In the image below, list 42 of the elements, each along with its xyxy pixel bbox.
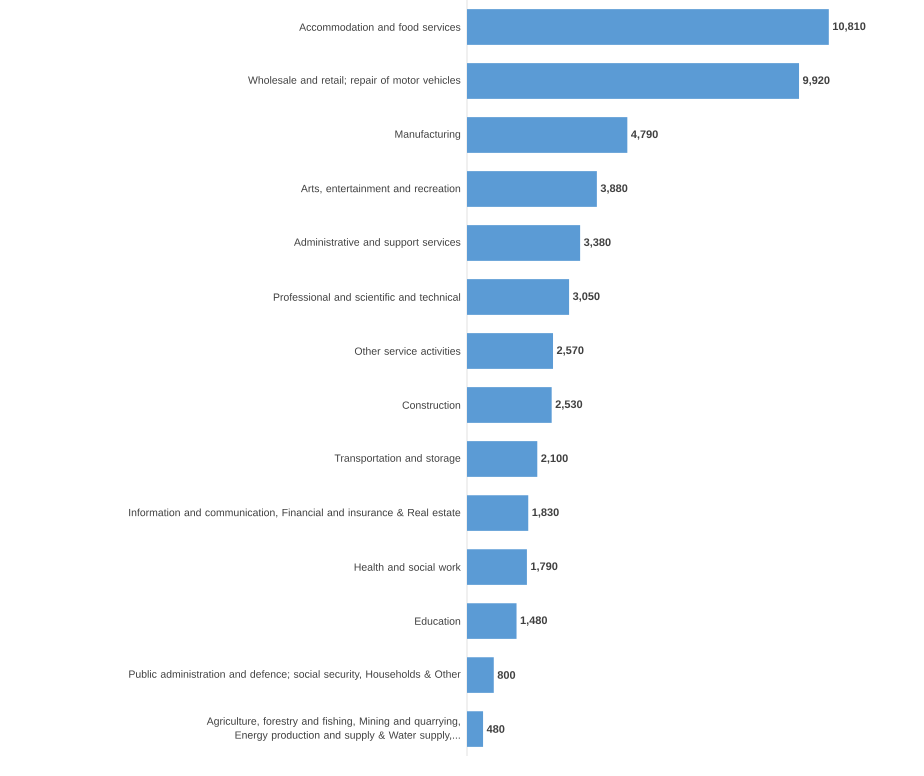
bar [467, 657, 494, 693]
data-label: 800 [498, 671, 516, 679]
bar [467, 63, 800, 99]
y-tick-label: Wholesale and retail; repair of motor vehicles [248, 76, 460, 86]
data-label: 3,380 [584, 238, 611, 248]
bar [467, 495, 528, 531]
data-label: 3,050 [572, 292, 600, 302]
bar [467, 171, 597, 207]
data-label: 2,100 [541, 454, 568, 464]
y-tick-label: Arts, entertainment and recreation [300, 184, 460, 194]
y-tick-label: Accommodation and food services [299, 23, 460, 31]
y-tick-label: Health and social work [354, 563, 461, 571]
y-tick-label: Education [415, 617, 460, 625]
data-label: 9,920 [802, 76, 830, 86]
data-label: 1,480 [520, 616, 548, 626]
y-tick-label: Information and communication, Financial and insurance & Real estate [129, 508, 460, 518]
data-label: 480 [486, 725, 504, 733]
data-label: 1,790 [531, 562, 558, 572]
bar [467, 279, 570, 315]
y-tick-label: Other service activities [354, 347, 460, 355]
bar [467, 333, 554, 369]
bar [467, 387, 552, 423]
data-label: 3,880 [600, 184, 628, 194]
y-tick-label: Construction [402, 401, 460, 409]
bar [467, 441, 538, 477]
bar [467, 117, 628, 153]
y-tick-label: Professional and scientific and technical [274, 293, 460, 301]
data-label: 10,810 [833, 22, 866, 32]
bar [467, 9, 829, 45]
data-label: 4,790 [631, 130, 658, 140]
y-tick-label: Manufacturing [395, 130, 460, 140]
y-tick-label: Administrative and support services [294, 238, 460, 248]
y-tick-label: Transportation and storage [334, 454, 460, 464]
bar [467, 225, 580, 261]
y-tick-label: Public administration and defence; social security, Households & Other [129, 670, 461, 680]
bar [467, 711, 484, 747]
bar [467, 549, 527, 585]
data-label: 2,530 [556, 400, 582, 410]
data-label: 2,570 [556, 346, 584, 356]
y-tick-label: Agriculture, forestry and fishing, Mining and quarrying, Energy production and supply & Water supply,... [206, 717, 460, 741]
bar [467, 603, 517, 639]
data-label: 1,830 [532, 508, 559, 518]
